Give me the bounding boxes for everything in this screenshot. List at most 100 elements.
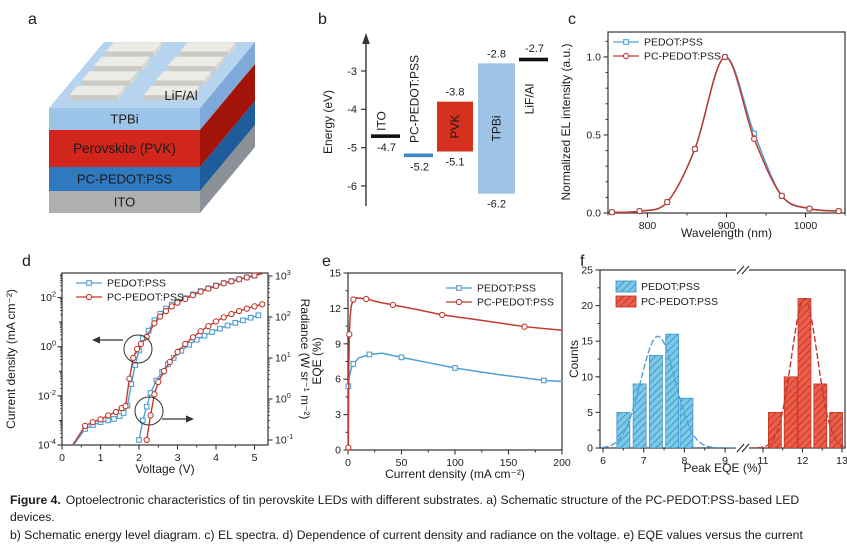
spectrum-curve: [611, 56, 840, 213]
circle-marker: [189, 334, 197, 341]
legend-label: PEDOT:PSS: [107, 278, 166, 290]
x-tick-label: 13: [836, 455, 847, 467]
y-axis-label: Normalized EL intensity (a.u.): [559, 44, 573, 201]
gaussian-fit-curve: [748, 297, 845, 448]
square-marker: [143, 403, 150, 410]
y-tick-label: 0.5: [586, 129, 601, 141]
x-axis-label: Current density (mA cm⁻²): [385, 467, 525, 481]
square-marker: [224, 322, 231, 329]
square-marker: [623, 39, 629, 45]
x-tick-label: 3: [175, 452, 181, 464]
log-tick-label: 10-2: [38, 388, 56, 403]
circle-marker: [151, 391, 158, 398]
panel-f-peak-eqe-histogram: f 6 7 8 9 11 12 13 0 5 10 15 20 25 Peak EQE (%) Counts P…: [567, 253, 847, 475]
electrode-pad-side: [227, 42, 236, 57]
energy-level-name: ITO: [375, 111, 389, 131]
electrode-pad-side: [153, 42, 162, 57]
x-tick-label: 50: [396, 457, 408, 469]
circle-marker: [143, 333, 150, 341]
energy-level-name: TPBi: [490, 115, 504, 141]
legend-label: PEDOT:PSS: [641, 281, 700, 293]
square-marker: [452, 365, 458, 371]
circle-marker: [85, 293, 93, 301]
circle-marker: [608, 209, 616, 216]
axis-break-mark: [736, 443, 745, 453]
circle-marker: [97, 416, 104, 423]
circle-marker: [112, 408, 120, 416]
x-tick-label: 0: [345, 457, 351, 469]
electrode-pad-top: [143, 85, 200, 96]
figure-canvas: a LiF/Al TPBi Perovskite (PVK) PC-PEDOT:PSS I…: [4, 11, 847, 481]
energy-level-bar: [519, 57, 548, 62]
square-marker: [240, 317, 246, 324]
left-y-axis-label: Current density (mA cm⁻²): [4, 289, 18, 429]
energy-value: -3.8: [446, 87, 465, 99]
circle-marker: [143, 436, 150, 444]
panel-label-a: a: [28, 11, 37, 28]
circle-marker: [243, 274, 250, 281]
plot-border: [61, 272, 269, 446]
x-tick-label: 6: [600, 455, 606, 467]
circle-marker: [835, 207, 842, 215]
energy-level-name: PC-PEDOT:PSS: [408, 55, 422, 143]
legend-swatch: [615, 295, 637, 308]
energy-level-box: [478, 63, 515, 194]
x-tick-label: 12: [797, 455, 809, 467]
circle-marker: [778, 192, 785, 199]
layer-side-face: [200, 64, 255, 167]
square-marker: [116, 413, 123, 419]
electrode-pad-top: [179, 42, 236, 52]
layer-label: PC-PEDOT:PSS: [77, 172, 173, 187]
log-tick-label: 102: [275, 309, 291, 324]
layer-side-face: [200, 42, 255, 130]
y-axis-label: EQE (%): [310, 337, 324, 384]
square-marker: [540, 377, 547, 384]
legend-swatch: [615, 280, 637, 293]
square-marker: [86, 280, 92, 286]
x-tick-label: 1000: [794, 220, 818, 232]
electrode-pad-top: [93, 56, 150, 67]
electrode-pad-side: [191, 85, 200, 101]
y-tick-label: 0.0: [586, 208, 601, 220]
layer-front-face: [49, 167, 200, 191]
energy-level-bar: [404, 153, 433, 158]
circle-marker: [157, 313, 164, 320]
axis-arrow-head: [362, 33, 370, 44]
panel-label-e: e: [322, 253, 331, 270]
x-tick-label: 11: [758, 455, 769, 467]
gaussian-fit-curve: [602, 335, 741, 448]
circle-marker: [174, 299, 181, 306]
circle-marker: [137, 340, 145, 348]
circle-marker: [220, 280, 227, 287]
circle-marker: [622, 52, 630, 60]
panel-label-c: c: [568, 11, 576, 28]
circle-marker: [228, 310, 235, 318]
energy-value: -6.2: [487, 199, 506, 211]
circle-marker: [259, 301, 266, 308]
energy-tick-label: -6: [347, 181, 357, 193]
circle-marker: [636, 207, 643, 215]
x-axis-label: Peak EQE (%): [683, 461, 761, 475]
y-tick-label: 0: [587, 443, 593, 455]
legend-label: PEDOT:PSS: [477, 283, 536, 295]
circle-marker: [350, 296, 357, 303]
square-marker: [136, 437, 142, 443]
electrode-pad-side: [129, 71, 138, 86]
log-tick-label: 10-1: [275, 432, 293, 447]
square-marker: [201, 332, 208, 339]
right-y-axis-label: Radiance (W sr⁻¹ m⁻²): [298, 299, 312, 420]
x-tick-label: 900: [718, 220, 736, 232]
circle-marker: [228, 278, 235, 285]
x-tick-label: 200: [553, 457, 571, 469]
legend-label: PC-PEDOT:PSS: [107, 292, 184, 304]
log-tick-label: 10-4: [38, 437, 56, 452]
y-tick-label: 20: [581, 300, 593, 312]
circle-marker: [439, 311, 446, 319]
circle-marker: [81, 422, 89, 430]
layer-front-face: [49, 191, 200, 213]
electrode-pad-side: [215, 56, 224, 72]
energy-value: -5.1: [446, 156, 465, 168]
x-tick-label: 9: [722, 455, 728, 467]
histogram-bar: [649, 355, 663, 448]
